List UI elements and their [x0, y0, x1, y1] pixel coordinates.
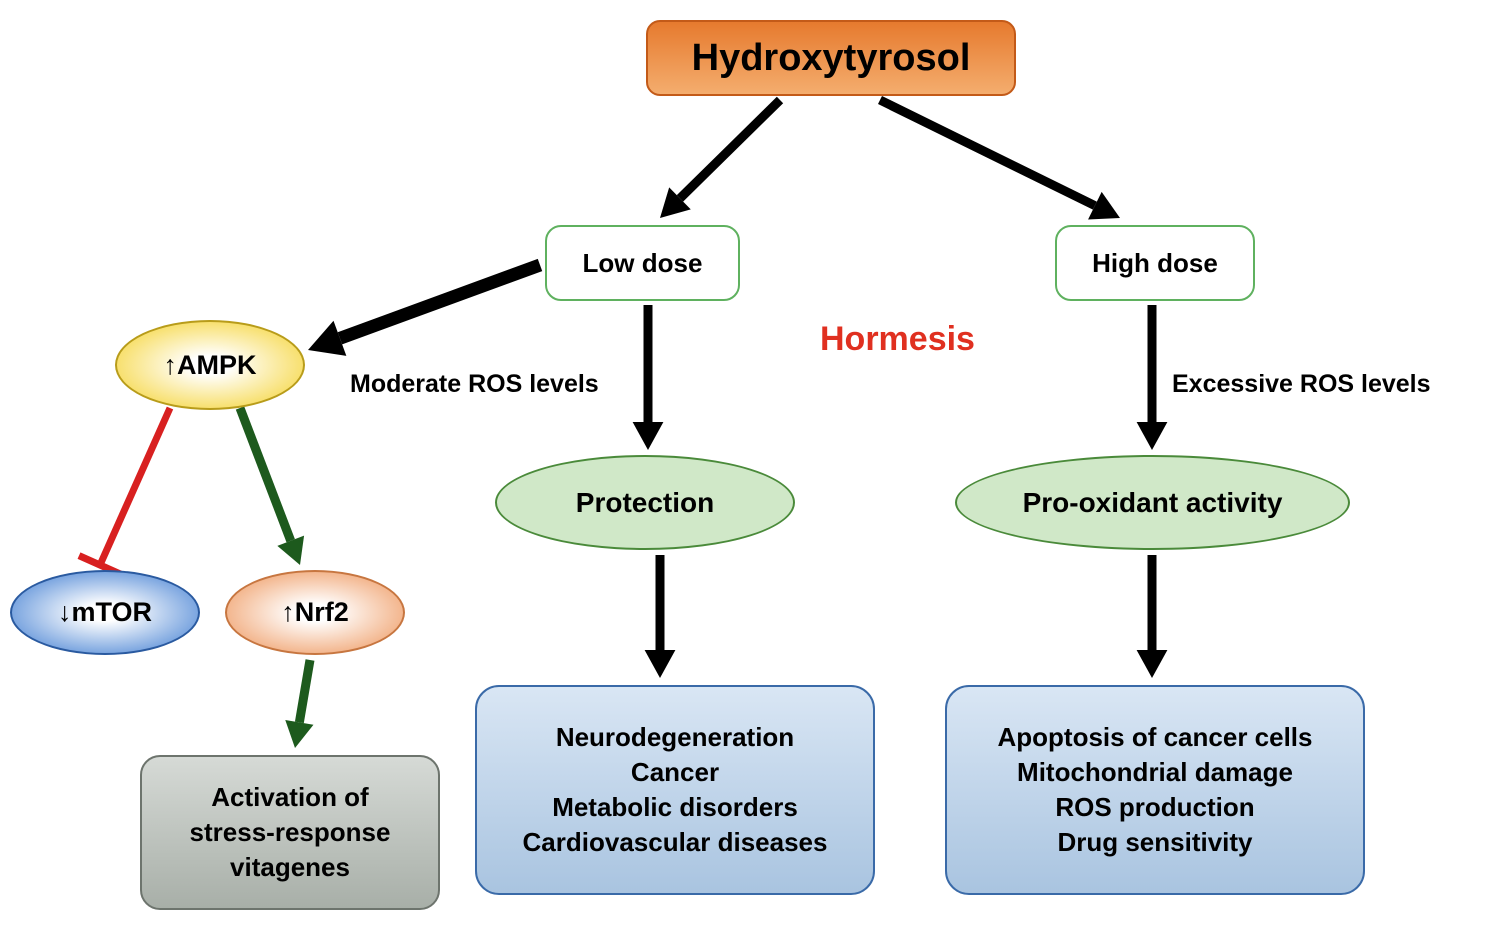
node-left_outcomes: NeurodegenerationCancerMetabolic disorde…: [475, 685, 875, 895]
node-title: Hydroxytyrosol: [646, 20, 1016, 96]
node-right_outcomes-line: ROS production: [998, 790, 1313, 825]
inhibit-7-shaft: [100, 408, 170, 565]
arrow-3-head: [633, 422, 664, 450]
node-left_outcomes-line: Metabolic disorders: [523, 790, 828, 825]
arrow-1-head: [1088, 192, 1120, 220]
arrow-8-head: [277, 536, 304, 565]
arrow-6-head: [1137, 650, 1168, 678]
arrow-2-shaft: [340, 265, 540, 338]
node-vitagenes: Activation ofstress-responsevitagenes: [140, 755, 440, 910]
node-low_dose: Low dose: [545, 225, 740, 301]
node-protection: Protection: [495, 455, 795, 550]
node-vitagenes-line: Activation of: [190, 780, 391, 815]
arrow-0-shaft: [680, 100, 780, 198]
label-hormesis: Hormesis: [820, 320, 975, 359]
node-right_outcomes-line: Mitochondrial damage: [998, 755, 1313, 790]
arrow-2-head: [308, 321, 346, 356]
node-right_outcomes-line: Drug sensitivity: [998, 825, 1313, 860]
label-excessive_ros: Excessive ROS levels: [1172, 370, 1431, 399]
node-left_outcomes-line: Cardiovascular diseases: [523, 825, 828, 860]
arrow-5-head: [645, 650, 676, 678]
node-left_outcomes-line: Neurodegeneration: [523, 720, 828, 755]
node-left_outcomes-line: Cancer: [523, 755, 828, 790]
node-prooxidant: Pro-oxidant activity: [955, 455, 1350, 550]
node-high_dose: High dose: [1055, 225, 1255, 301]
node-right_outcomes: Apoptosis of cancer cellsMitochondrial d…: [945, 685, 1365, 895]
arrow-0-head: [660, 187, 691, 218]
node-mtor: ↓mTOR: [10, 570, 200, 655]
label-moderate_ros: Moderate ROS levels: [350, 370, 599, 399]
node-right_outcomes-line: Apoptosis of cancer cells: [998, 720, 1313, 755]
arrow-4-head: [1137, 422, 1168, 450]
node-vitagenes-line: stress-response: [190, 815, 391, 850]
node-vitagenes-line: vitagenes: [190, 850, 391, 885]
arrow-9-shaft: [299, 660, 310, 722]
node-nrf2: ↑Nrf2: [225, 570, 405, 655]
node-ampk: ↑AMPK: [115, 320, 305, 410]
arrow-8-shaft: [240, 408, 291, 541]
arrow-9-head: [285, 720, 313, 748]
arrow-1-shaft: [880, 100, 1095, 206]
